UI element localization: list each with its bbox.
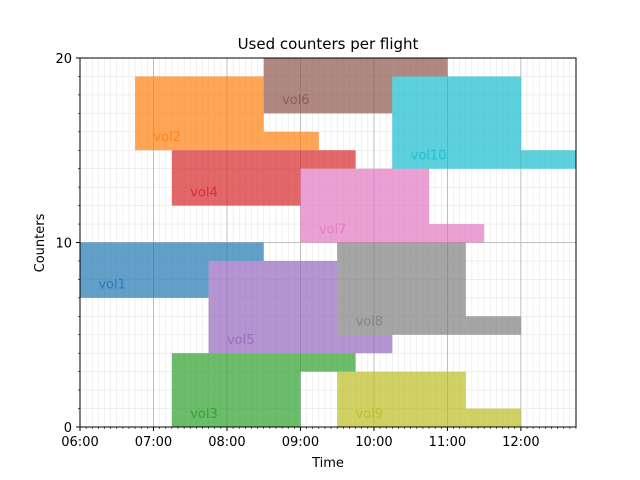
vol6-label: vol6 <box>282 93 310 108</box>
vol3-label: vol3 <box>190 407 218 422</box>
chart-title: Used counters per flight <box>238 35 419 53</box>
vol7-block-2 <box>429 224 485 243</box>
flight-labels: vol1 vol2 vol3 vol4 vol5 vol6 vol7 vol8 vol9 vol1… <box>98 93 446 422</box>
vol4-block-1 <box>171 150 301 206</box>
vol2-block-2 <box>263 131 319 151</box>
x-tick-label: 11:00 <box>429 435 466 450</box>
y-tick-label: 0 <box>64 421 72 436</box>
x-tick-label: 09:00 <box>282 435 319 450</box>
vol10-block-2 <box>520 150 576 169</box>
flight-blocks <box>80 58 576 427</box>
vol3-block-2 <box>300 353 356 372</box>
x-tick-label: 12:00 <box>502 435 539 450</box>
x-tick-label: 07:00 <box>135 435 172 450</box>
x-axis-label: Time <box>311 456 344 471</box>
vol3-block-1 <box>171 353 301 427</box>
vol10-label: vol10 <box>411 148 447 163</box>
x-tick-label: 06:00 <box>61 435 98 450</box>
vol7-block-1 <box>300 168 430 243</box>
vol1-block-1 <box>80 242 209 298</box>
x-axis-ticks: 06:00 07:00 08:00 09:00 10:00 11:00 12:00 <box>61 427 577 450</box>
y-axis-ticks: 0 10 20 <box>55 52 80 436</box>
vol8-block-1 <box>337 242 466 335</box>
vol8-label: vol8 <box>356 315 384 330</box>
y-axis-label: Counters <box>33 213 48 272</box>
x-tick-label: 10:00 <box>355 435 392 450</box>
vol5-block-2 <box>337 334 393 354</box>
vol2-label: vol2 <box>153 130 181 145</box>
vol6-block-2 <box>392 58 448 77</box>
y-tick-label: 20 <box>55 52 72 67</box>
vol9-label: vol9 <box>356 407 384 422</box>
vol1-label: vol1 <box>98 278 126 293</box>
vol10-block-1 <box>392 76 521 169</box>
vol9-block-1 <box>337 371 466 427</box>
vol9-block-2 <box>465 408 521 427</box>
vol8-block-2 <box>465 316 521 335</box>
y-tick-label: 10 <box>55 237 72 252</box>
vol7-label: vol7 <box>319 222 347 237</box>
vol1-block-2 <box>208 242 264 261</box>
vol4-block-2 <box>300 150 356 169</box>
vol5-label: vol5 <box>227 333 255 348</box>
x-tick-label: 08:00 <box>208 435 245 450</box>
vol4-label: vol4 <box>190 185 218 200</box>
vol6-block-1 <box>263 58 393 114</box>
vol5-block-1 <box>208 260 338 354</box>
vol2-block-1 <box>135 76 264 151</box>
